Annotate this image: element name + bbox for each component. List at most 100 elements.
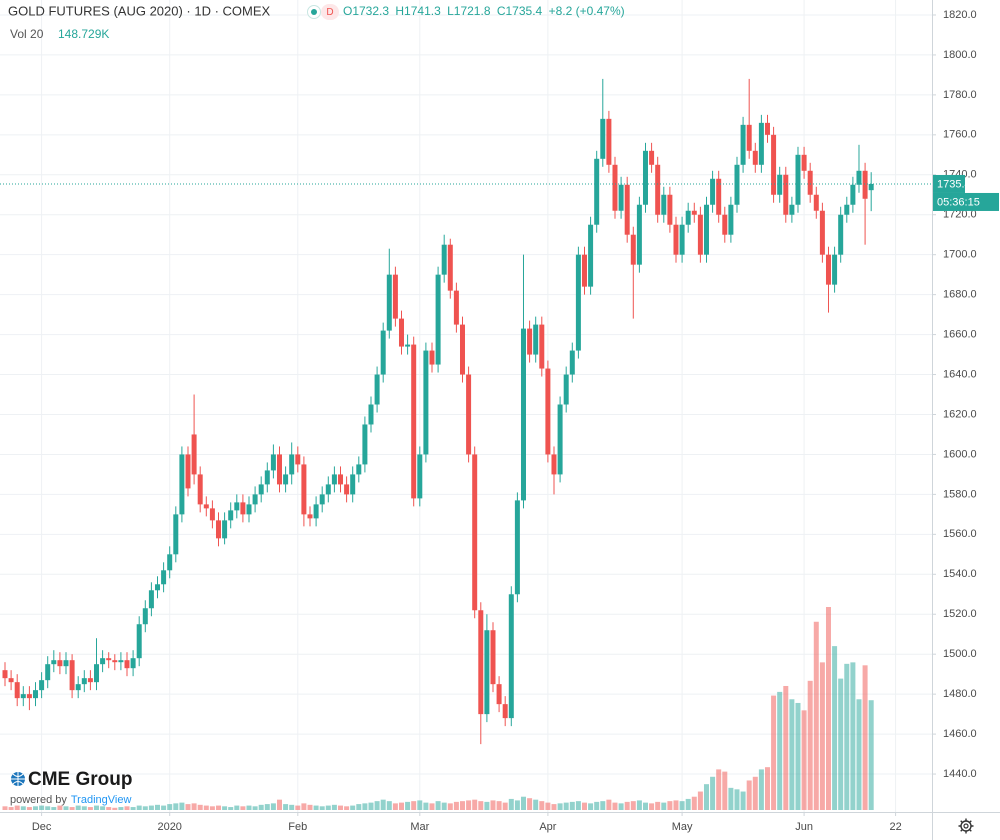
volume-bar — [63, 806, 69, 810]
volume-bar — [746, 780, 752, 810]
x-tick-label: May — [672, 821, 693, 833]
volume-bar — [112, 807, 118, 810]
candle-body — [356, 464, 362, 475]
candle-body — [447, 244, 453, 291]
y-tick-label: 1660.0 — [943, 328, 977, 340]
candle-body — [667, 194, 673, 225]
candle-body — [69, 660, 75, 691]
candle-body — [740, 124, 746, 165]
volume-bar — [252, 806, 258, 810]
candle-body — [636, 204, 642, 265]
volume-bar — [81, 806, 87, 810]
volume-bar — [862, 665, 868, 810]
candle-body — [545, 368, 551, 455]
candle-body — [142, 608, 148, 625]
candle-body — [594, 158, 600, 225]
volume-bar — [374, 801, 380, 810]
candle-body — [710, 178, 716, 205]
candle-body — [825, 254, 831, 285]
volume-bar — [289, 804, 295, 810]
candle-body — [228, 510, 234, 521]
candle-body — [301, 464, 307, 515]
candle-body — [215, 520, 221, 539]
candle-body — [728, 204, 734, 235]
candle-body — [508, 594, 514, 719]
candle-body — [63, 660, 69, 667]
volume-bar — [148, 805, 154, 810]
ohlc-close: C1735.4 — [497, 4, 543, 18]
volume-bar — [197, 804, 203, 810]
volume-bar — [234, 805, 240, 810]
volume-bar — [167, 804, 173, 810]
volume-bar — [685, 798, 691, 810]
candle-body — [100, 658, 106, 665]
volume-bar — [154, 804, 160, 810]
volume-bar — [26, 807, 32, 810]
volume-bar — [118, 807, 124, 810]
candle-body — [380, 330, 386, 375]
volume-bar — [642, 802, 648, 810]
volume-bar — [490, 800, 496, 810]
gear-teeth — [958, 818, 974, 834]
volume-bar — [508, 798, 514, 810]
candle-body — [417, 454, 423, 499]
volume-bar — [2, 806, 8, 810]
volume-bar — [819, 662, 825, 810]
volume-bar — [215, 805, 221, 810]
volume-bar — [612, 802, 618, 810]
volume-bar — [728, 787, 734, 810]
volume-bar — [758, 769, 764, 810]
y-tick-label: 1700.0 — [943, 249, 977, 261]
candle-body — [130, 658, 136, 669]
candle-body — [8, 678, 14, 683]
volume-bar — [710, 776, 716, 810]
candle-body — [734, 164, 740, 205]
volume-bar — [173, 803, 179, 810]
volume-bar — [569, 801, 575, 810]
volume-bar — [636, 800, 642, 810]
volume-bar — [667, 801, 673, 810]
volume-bar — [209, 806, 215, 810]
volume-bar — [783, 685, 789, 810]
y-tick-label: 1580.0 — [943, 488, 977, 500]
volume-bar — [478, 801, 484, 810]
volume-bar — [691, 796, 697, 810]
candle-body — [405, 344, 411, 347]
volume-bar — [51, 807, 57, 810]
volume-bar — [307, 804, 313, 810]
settings-icon[interactable] — [958, 818, 974, 834]
badge[interactable] — [321, 4, 339, 20]
volume-bar — [520, 796, 526, 810]
volume-bar — [575, 801, 581, 810]
volume-bar — [313, 805, 319, 810]
candle-body — [14, 682, 20, 699]
volume-bar — [740, 791, 746, 810]
candle-body — [801, 154, 807, 171]
volume-bar — [514, 800, 520, 810]
volume-bar — [100, 806, 106, 810]
volume-bar — [283, 804, 289, 810]
candle-body — [209, 508, 215, 521]
candle-body — [51, 660, 57, 665]
volume-name: Vol 20 — [10, 27, 44, 41]
candle-body — [459, 324, 465, 375]
volume-bar — [331, 804, 337, 810]
candle-body — [624, 184, 630, 235]
candle-body — [862, 170, 868, 199]
candle-body — [606, 118, 612, 165]
candle-body — [319, 494, 325, 505]
logo[interactable]: CME Group powered by TradingView — [10, 769, 133, 806]
candle-body — [173, 514, 179, 555]
y-tick-label: 1780.0 — [943, 89, 977, 101]
candle-body — [813, 194, 819, 211]
candle-body — [161, 570, 167, 585]
candle-body — [478, 610, 484, 715]
powered-by-link[interactable]: TradingView — [71, 794, 132, 806]
candle-body — [295, 454, 301, 465]
volume-bar — [179, 802, 185, 810]
y-tick-label: 1820.0 — [943, 9, 977, 21]
x-tick-label: Apr — [539, 821, 556, 833]
volume-bar — [502, 802, 508, 810]
candle-body — [167, 554, 173, 571]
last-price-label: 1735.4 — [937, 178, 971, 190]
